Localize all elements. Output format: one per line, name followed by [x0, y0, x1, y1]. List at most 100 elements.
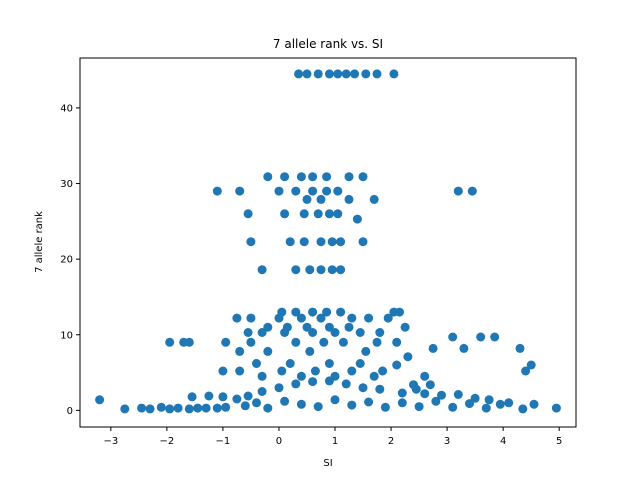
data-point [355, 359, 365, 368]
data-point [364, 397, 374, 407]
data-point [431, 396, 441, 406]
data-point [280, 328, 290, 337]
data-point [257, 371, 267, 381]
data-point [187, 392, 197, 402]
data-point [120, 404, 130, 414]
data-point [322, 307, 332, 317]
data-point [336, 237, 346, 247]
data-point [453, 186, 463, 196]
data-point [308, 328, 318, 337]
data-point [313, 402, 323, 412]
data-point [324, 69, 334, 79]
data-point [263, 346, 273, 356]
data-point [333, 209, 343, 219]
x-tick-label: 1 [332, 436, 338, 447]
x-tick-label: 5 [556, 436, 562, 447]
data-points [95, 69, 561, 414]
data-point [240, 401, 250, 411]
data-point [252, 359, 261, 368]
data-point [285, 237, 295, 247]
data-point [350, 69, 360, 79]
data-point [235, 366, 245, 376]
data-point [347, 400, 357, 410]
data-point [296, 371, 306, 381]
data-point [285, 359, 295, 368]
data-point [420, 389, 430, 399]
data-point [361, 69, 371, 79]
data-point [296, 399, 306, 409]
data-point [165, 337, 175, 347]
data-point [257, 265, 267, 275]
data-point [322, 172, 332, 182]
data-point [221, 337, 231, 347]
data-point [291, 337, 301, 347]
data-point [392, 337, 402, 347]
y-axis-label: 7 allele rank [34, 211, 45, 273]
data-point [296, 172, 306, 182]
data-point [319, 337, 329, 347]
data-point [347, 313, 357, 323]
data-point [221, 402, 231, 412]
data-point [302, 322, 312, 332]
data-point [280, 209, 290, 219]
y-tick-label: 20 [60, 255, 73, 266]
data-point [453, 390, 463, 399]
data-point [448, 332, 458, 342]
data-point [341, 69, 351, 79]
data-point [504, 398, 514, 408]
data-point [316, 194, 326, 204]
data-point [257, 328, 267, 337]
y-tick-label: 10 [60, 330, 73, 341]
data-point [235, 346, 245, 356]
data-point [361, 346, 371, 356]
data-point [243, 209, 253, 219]
data-point [355, 328, 365, 337]
data-point [476, 332, 486, 342]
data-point [495, 399, 505, 409]
data-point [333, 69, 343, 79]
data-point [327, 265, 337, 275]
data-point [299, 209, 309, 219]
data-point [358, 237, 368, 247]
data-point [291, 307, 301, 317]
data-point [448, 402, 458, 412]
data-point [308, 307, 318, 317]
x-tick-label: −1 [216, 436, 231, 447]
data-point [173, 403, 183, 413]
data-point [324, 376, 334, 386]
data-point [459, 343, 469, 353]
data-point [235, 186, 245, 196]
data-point [375, 328, 385, 337]
data-point [378, 366, 388, 376]
data-point [308, 186, 318, 196]
data-point [437, 390, 446, 400]
data-point [313, 209, 323, 219]
data-point [372, 337, 382, 347]
data-point [411, 384, 421, 394]
data-point [369, 371, 379, 381]
data-point [338, 337, 348, 347]
data-point [465, 399, 474, 409]
data-point [383, 313, 393, 323]
data-point [277, 366, 287, 376]
data-point [395, 307, 404, 317]
data-point [521, 366, 531, 376]
data-point [310, 366, 320, 376]
chart-title: 7 allele rank vs. SI [273, 37, 383, 51]
data-point [145, 404, 155, 414]
x-tick-label: 4 [500, 436, 506, 447]
data-point [490, 332, 500, 342]
data-point [218, 366, 228, 376]
data-point [403, 352, 413, 362]
data-point [316, 237, 326, 247]
data-point [333, 186, 343, 196]
data-point [324, 359, 334, 368]
data-point [336, 265, 346, 275]
data-point [274, 186, 284, 196]
y-tick-label: 40 [60, 103, 73, 114]
data-point [397, 388, 407, 398]
data-point [305, 346, 315, 356]
data-point [280, 172, 290, 182]
data-point [274, 383, 284, 393]
